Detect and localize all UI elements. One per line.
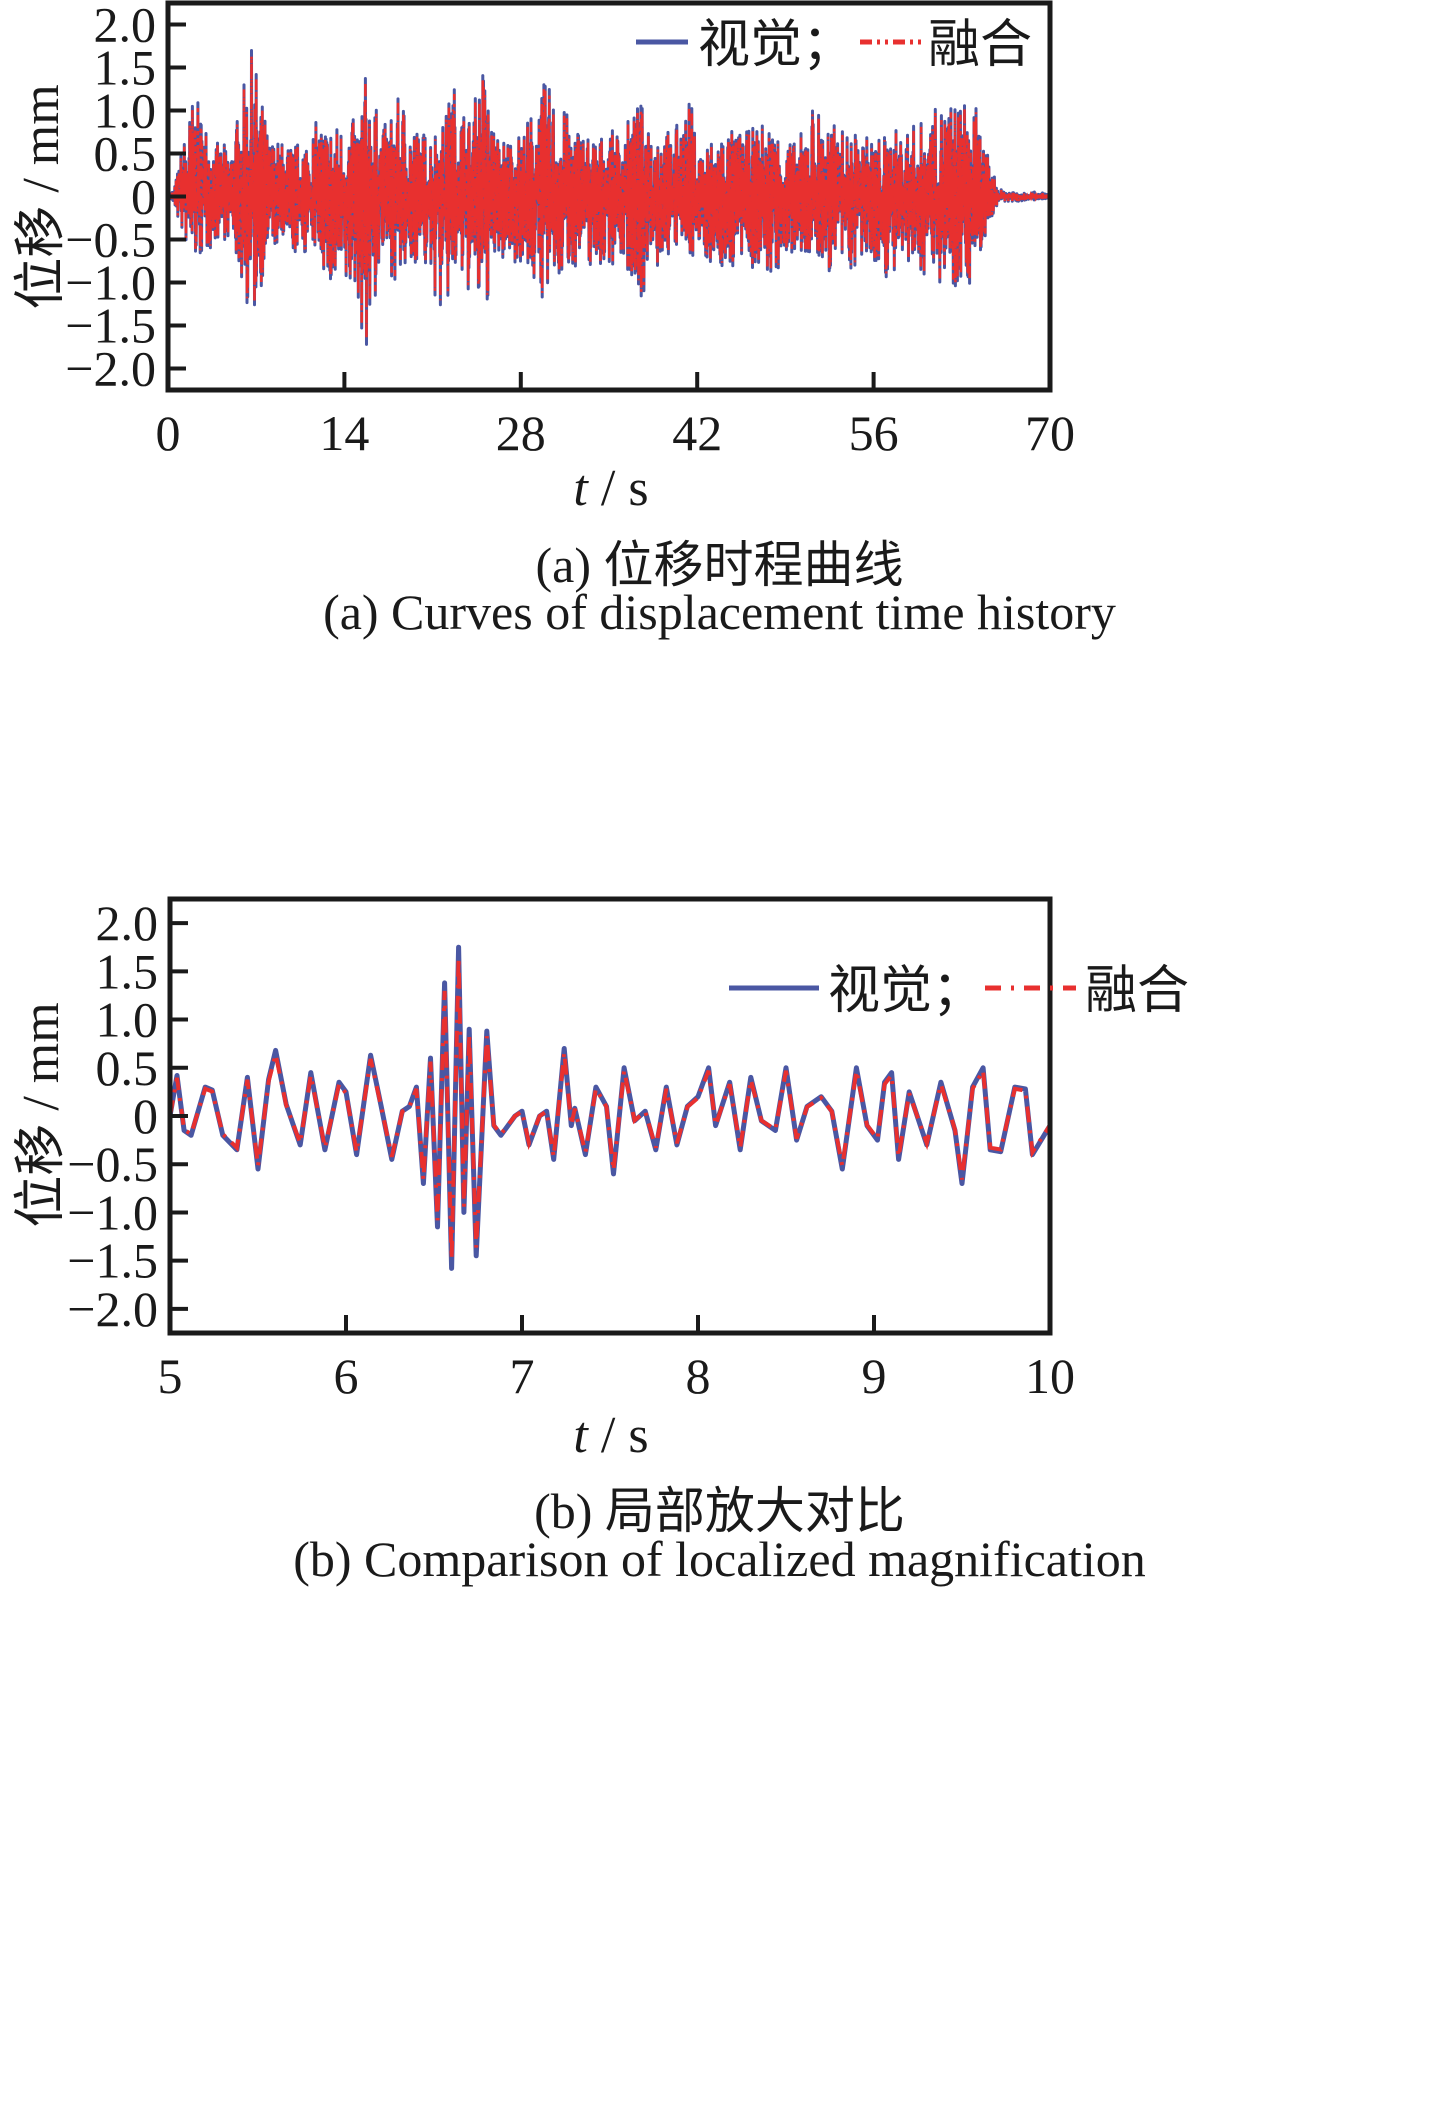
panel-b-y-ticks: 2.01.51.00.50−0.5−1.0−1.5−2.0 <box>67 895 188 1337</box>
series-line-fusion <box>168 957 1052 1260</box>
panel-a-legend: 视觉； 融合 <box>636 17 1032 74</box>
y-tick-label: 0 <box>133 1088 158 1144</box>
x-tick-label: 8 <box>686 1348 711 1404</box>
y-tick-label: 0 <box>131 169 156 225</box>
y-tick-label: 1.0 <box>94 83 157 139</box>
x-tick-label: 70 <box>1025 405 1075 461</box>
x-axis-unit: / s <box>588 460 649 517</box>
panel-a-x-axis-title: t / s <box>573 460 648 517</box>
panel-a-chart: 2.01.51.00.50−0.5−1.0−1.5−2.0 0 14 28 42 56 7… <box>13 0 1075 517</box>
y-tick-label: 0.5 <box>94 126 157 182</box>
panel-b-caption-cn: (b) 局部放大对比 <box>534 1483 905 1539</box>
x-axis-var: t <box>573 460 589 517</box>
x-axis-unit: / s <box>588 1407 649 1464</box>
legend-label-visual: 视觉； <box>828 963 984 1020</box>
x-tick-label: 28 <box>496 405 546 461</box>
x-tick-label: 14 <box>319 405 369 461</box>
x-tick-label: 5 <box>158 1348 183 1404</box>
panel-b-x-ticks: 5 6 7 8 9 10 <box>158 1315 1075 1404</box>
y-tick-label: 2.0 <box>96 895 159 951</box>
x-tick-label: 9 <box>862 1348 887 1404</box>
x-tick-label: 7 <box>510 1348 535 1404</box>
legend-label-fusion: 融合 <box>928 17 1032 74</box>
y-tick-label: −0.5 <box>65 212 156 268</box>
y-tick-label: 2.0 <box>94 0 157 53</box>
x-tick-label: 42 <box>672 405 722 461</box>
x-tick-label: 10 <box>1025 1348 1075 1404</box>
panel-a-series <box>166 49 1052 346</box>
panel-b-legend: 视觉； 融合 <box>729 963 1189 1020</box>
y-tick-label: 0.5 <box>96 1040 159 1096</box>
x-tick-label: 6 <box>334 1348 359 1404</box>
y-tick-label: −2.0 <box>65 341 156 397</box>
panel-a-caption-en: (a) Curves of displacement time history <box>323 584 1116 640</box>
y-tick-label: −0.5 <box>67 1136 158 1192</box>
legend-label-visual: 视觉； <box>698 17 854 74</box>
x-tick-label: 56 <box>849 405 899 461</box>
panel-b-y-axis-title: 位移 / mm <box>13 1002 70 1227</box>
y-tick-label: −1.0 <box>65 255 156 311</box>
y-tick-label: 1.5 <box>96 943 159 999</box>
y-tick-label: −2.0 <box>67 1281 158 1337</box>
y-tick-label: 1.0 <box>96 992 159 1048</box>
panel-a-x-ticks: 0 14 28 42 56 70 <box>156 372 1075 461</box>
panel-a-y-ticks: 2.01.51.00.50−0.5−1.0−1.5−2.0 <box>65 0 186 397</box>
y-tick-label: −1.0 <box>67 1184 158 1240</box>
panel-b-x-axis-title: t / s <box>573 1407 648 1464</box>
panel-b-caption-en: (b) Comparison of localized magnificatio… <box>293 1531 1146 1587</box>
x-tick-label: 0 <box>156 405 181 461</box>
series-line-fusion <box>166 56 1052 339</box>
panel-b-series <box>167 944 1053 1271</box>
x-axis-var: t <box>573 1407 589 1464</box>
y-tick-label: −1.5 <box>67 1233 158 1289</box>
panel-a-y-axis-title: 位移 / mm <box>13 84 70 309</box>
legend-label-fusion: 融合 <box>1085 963 1189 1020</box>
y-tick-label: −1.5 <box>65 298 156 354</box>
y-tick-label: 1.5 <box>94 40 157 96</box>
panel-b-chart: 2.01.51.00.50−0.5−1.0−1.5−2.0 5 6 7 8 9 10 视觉… <box>13 895 1189 1464</box>
panel-a-caption-cn: (a) 位移时程曲线 <box>535 537 904 593</box>
